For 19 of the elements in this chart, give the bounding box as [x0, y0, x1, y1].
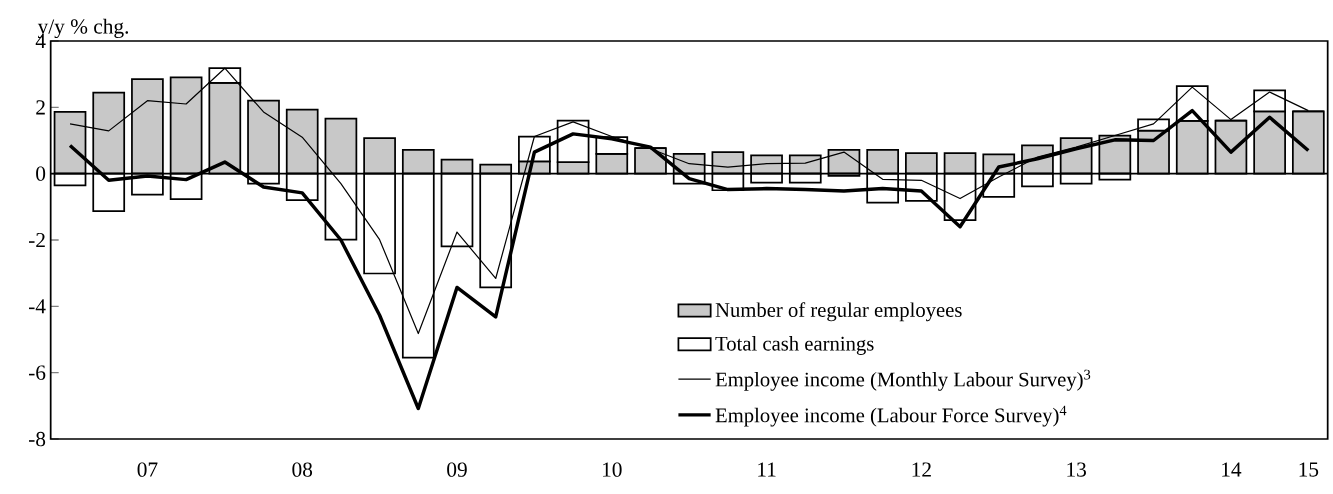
y-tick-label: 0 [36, 166, 46, 181]
x-tick-label: 09 [447, 462, 467, 477]
x-tick-label: 12 [912, 462, 931, 477]
legend-label: Number of regular employees [715, 302, 962, 322]
x-tick-label: 13 [1067, 462, 1086, 477]
y-tick-label: -8 [28, 431, 46, 447]
x-tick-label: 10 [603, 462, 622, 477]
legend-label: Employee income (Monthly Labour Survey)$^{3}$ [715, 369, 1091, 391]
y-tick-label: 2 [36, 100, 45, 115]
x-tick-label: 14 [1222, 462, 1242, 477]
legend-label: Employee income (Labour Force Survey)$^{4}$ [715, 405, 1067, 427]
y-tick-label: -2 [28, 232, 45, 248]
x-tick-label: 11 [758, 462, 776, 477]
y-tick-label: -4 [28, 299, 46, 314]
y-tick-label: -6 [28, 365, 46, 380]
legend-label: Total cash earnings [715, 336, 874, 355]
x-tick-label: 08 [292, 462, 313, 477]
x-tick-label: 07 [137, 462, 158, 477]
x-tick-label: 15 [1299, 462, 1319, 477]
